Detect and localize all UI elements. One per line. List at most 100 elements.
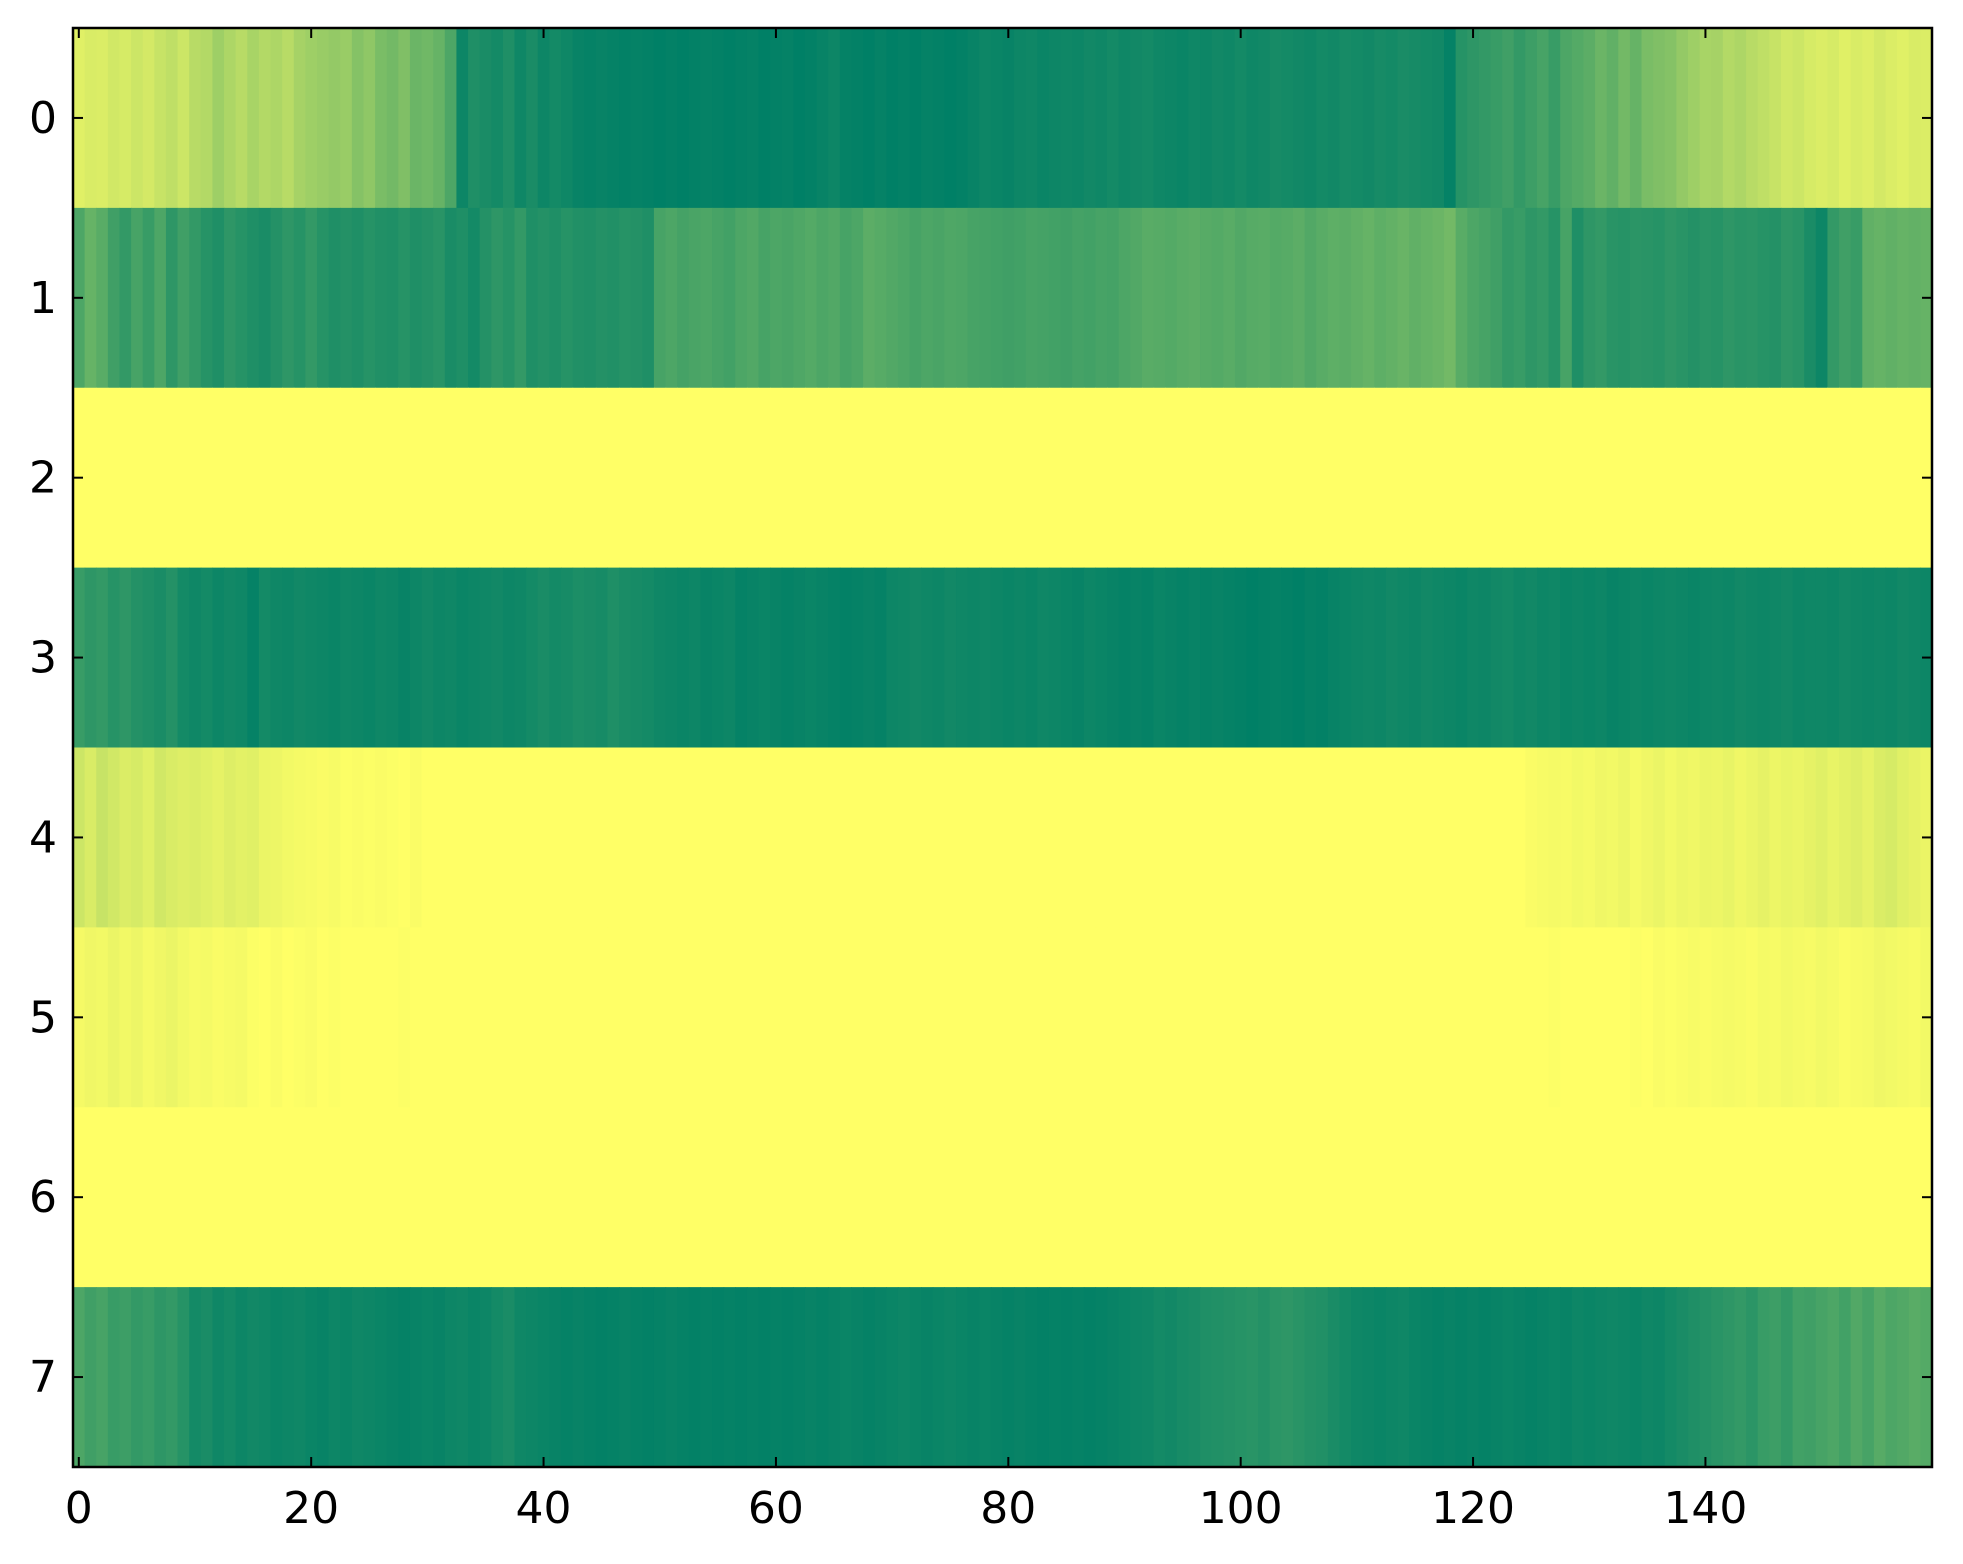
heatmap-cell [560,747,574,928]
heatmap-cell [328,387,341,569]
heatmap-cell [1757,387,1770,569]
heatmap-cell [944,927,957,1108]
heatmap-cell [735,567,748,749]
heatmap-cell [1409,747,1422,928]
heatmap-cell [444,747,458,928]
heatmap-cell [1072,28,1085,209]
heatmap-cell [479,207,492,389]
heatmap-cell [781,28,794,209]
heatmap-cell [224,927,237,1108]
heatmap-cell [84,927,97,1108]
heatmap-cell [1885,1287,1898,1468]
heatmap-cell [1281,927,1294,1108]
heatmap-cell [375,567,388,749]
heatmap-cell [1316,567,1329,749]
heatmap-cell [142,567,155,749]
heatmap-cell [189,927,202,1108]
heatmap-cell [1339,387,1352,569]
heatmap-cell [1629,1107,1643,1288]
heatmap-cell [1281,28,1294,209]
heatmap-cell [142,28,155,209]
y-tick-label: 3 [29,633,57,684]
heatmap-cell [131,1107,144,1288]
heatmap-cell [1037,747,1050,928]
heatmap-cell [1107,1107,1120,1288]
heatmap-cell [526,567,539,749]
heatmap-cell [1734,1287,1747,1468]
heatmap-cell [1200,567,1213,749]
heatmap-cell [1722,207,1736,389]
heatmap-cell [735,1107,748,1288]
heatmap-cell [468,927,481,1108]
heatmap-cell [1490,1287,1503,1468]
heatmap-cell [758,927,771,1108]
heatmap-cell [1664,747,1677,928]
heatmap-cell [1269,28,1282,209]
heatmap-cell [677,28,690,209]
heatmap-cell [897,207,911,389]
heatmap-cell [572,387,585,569]
heatmap-cell [293,1287,306,1468]
heatmap-cell [1664,1287,1677,1468]
heatmap-cell [1478,28,1492,209]
heatmap-cell [479,747,492,928]
heatmap-cell [433,387,446,569]
heatmap-cell [956,567,969,749]
y-tick-label: 4 [29,812,57,863]
heatmap-cell [526,1107,539,1288]
heatmap-cell [1746,207,1759,389]
heatmap-cell [619,28,632,209]
heatmap-cell [189,207,202,389]
heatmap-cell [491,1287,504,1468]
heatmap-cell [235,1107,248,1288]
heatmap-cell [1246,207,1259,389]
heatmap-cell [1014,927,1027,1108]
heatmap-cell [677,387,690,569]
heatmap-cell [1316,28,1329,209]
y-tick-label: 7 [29,1352,57,1403]
heatmap-cell [1815,1107,1829,1288]
heatmap-cell [1606,927,1619,1108]
heatmap-cell [1862,1287,1875,1468]
heatmap-cell [549,1107,562,1288]
heatmap-cell [839,207,853,389]
heatmap-cell [1351,1107,1364,1288]
heatmap-cell [1664,1107,1677,1288]
heatmap-cell [96,747,109,928]
heatmap-cell [642,387,655,569]
heatmap-cell [1409,1287,1422,1468]
heatmap-cell [630,567,643,749]
heatmap-cell [619,387,632,569]
heatmap-cell [595,387,609,569]
heatmap-cell [839,927,853,1108]
heatmap-cell [909,28,922,209]
heatmap-cell [1618,1287,1631,1468]
heatmap-cell [189,1107,202,1288]
heatmap-cell [1792,387,1805,569]
heatmap-cell [1048,387,1062,569]
heatmap-cell [1804,1287,1817,1468]
heatmap-cell [979,28,992,209]
heatmap-cell [1292,1107,1306,1288]
heatmap-cell [1850,747,1863,928]
heatmap-cell [1502,1287,1515,1468]
heatmap-cell [1327,927,1341,1108]
heatmap-cell [1153,387,1166,569]
heatmap-cell [897,567,911,749]
heatmap-cell [1037,567,1050,749]
heatmap-cell [119,747,132,928]
heatmap-cell [468,1107,481,1288]
heatmap-cell [1664,28,1677,209]
heatmap-cell [1571,387,1585,569]
heatmap-cell [270,207,283,389]
heatmap-cell [886,1107,899,1288]
heatmap-cell [816,747,829,928]
heatmap-cell [804,567,818,749]
heatmap-cell [1176,927,1189,1108]
heatmap-cell [1850,387,1863,569]
heatmap-cell [897,1287,911,1468]
heatmap-cell [1362,1107,1375,1288]
heatmap-cell [1525,28,1538,209]
heatmap-cell [1699,387,1712,569]
heatmap-cell [502,207,516,389]
